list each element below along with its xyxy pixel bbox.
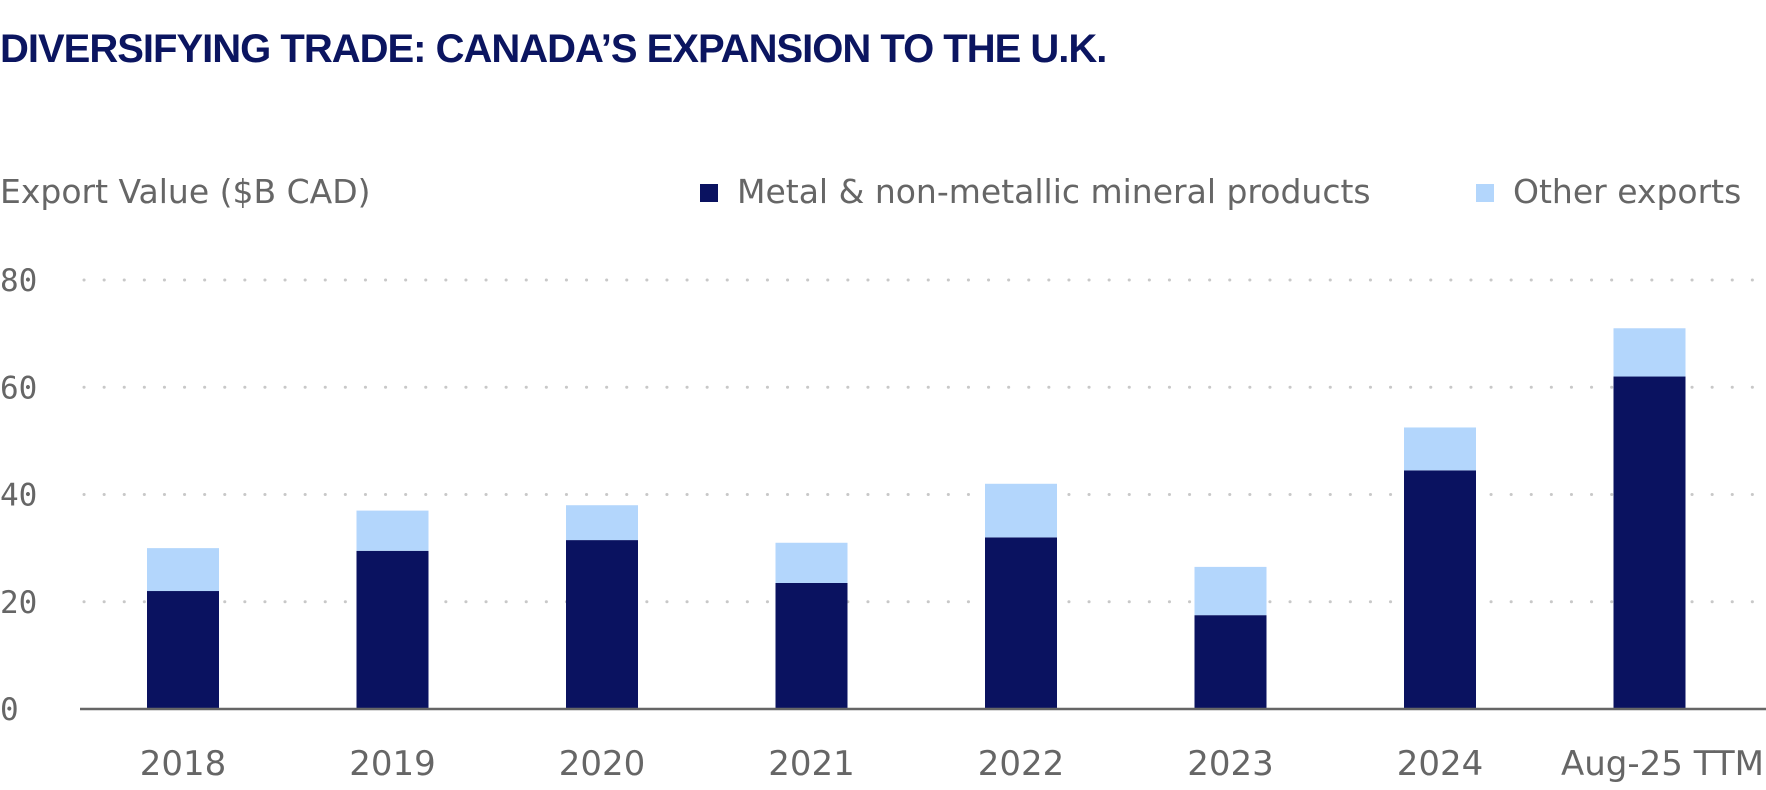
x-tick-label: 2024 — [1397, 744, 1484, 784]
bar-other-exports — [566, 505, 638, 541]
x-axis-ticks: 2018 2019 2020 2021 2022 2023 2024 Aug-25 TTM — [140, 744, 1764, 784]
bar-metal-products — [356, 550, 429, 709]
gridlines — [82, 278, 1766, 604]
bar-other-exports — [356, 510, 429, 551]
y-tick-label: 80 — [0, 263, 37, 299]
legend-swatch-other — [1476, 184, 1494, 202]
bar-metal-products — [985, 537, 1057, 709]
y-axis-ticks: 0 20 40 60 80 — [0, 263, 37, 728]
bar-other-exports — [1194, 566, 1267, 616]
x-tick-label: 2018 — [140, 744, 227, 784]
bars — [147, 328, 1686, 709]
bar-metal-products — [1194, 615, 1267, 709]
x-tick-label: 2022 — [978, 744, 1065, 784]
bar-other-exports — [147, 548, 219, 592]
x-tick-label: 2020 — [559, 744, 646, 784]
bar-metal-products — [147, 591, 219, 709]
bar-metal-products — [1404, 470, 1476, 709]
bar-metal-products — [775, 582, 848, 709]
x-tick-label: 2021 — [768, 744, 855, 784]
y-axis-label: Export Value ($B CAD) — [0, 172, 371, 211]
bar-metal-products — [1613, 376, 1686, 709]
y-tick-label: 60 — [0, 370, 37, 406]
legend-swatch-metal — [700, 184, 718, 202]
legend: Metal & non-metallic mineral products Ot… — [700, 172, 1741, 211]
bar-other-exports — [1404, 427, 1476, 471]
y-tick-label: 40 — [0, 478, 37, 514]
bar-other-exports — [775, 542, 848, 583]
chart-title: DIVERSIFYING TRADE: CANADA’S EXPANSION T… — [0, 27, 1106, 71]
y-tick-label: 0 — [0, 692, 19, 728]
legend-label-other: Other exports — [1513, 172, 1741, 211]
legend-label-metal: Metal & non-metallic mineral products — [737, 172, 1371, 211]
y-tick-label: 20 — [0, 585, 37, 621]
x-tick-label: 2023 — [1187, 744, 1274, 784]
bar-other-exports — [985, 483, 1057, 538]
x-tick-label: 2019 — [349, 744, 436, 784]
x-tick-label: Aug-25 TTM — [1561, 744, 1764, 784]
bar-other-exports — [1613, 328, 1686, 377]
bar-metal-products — [566, 540, 638, 709]
